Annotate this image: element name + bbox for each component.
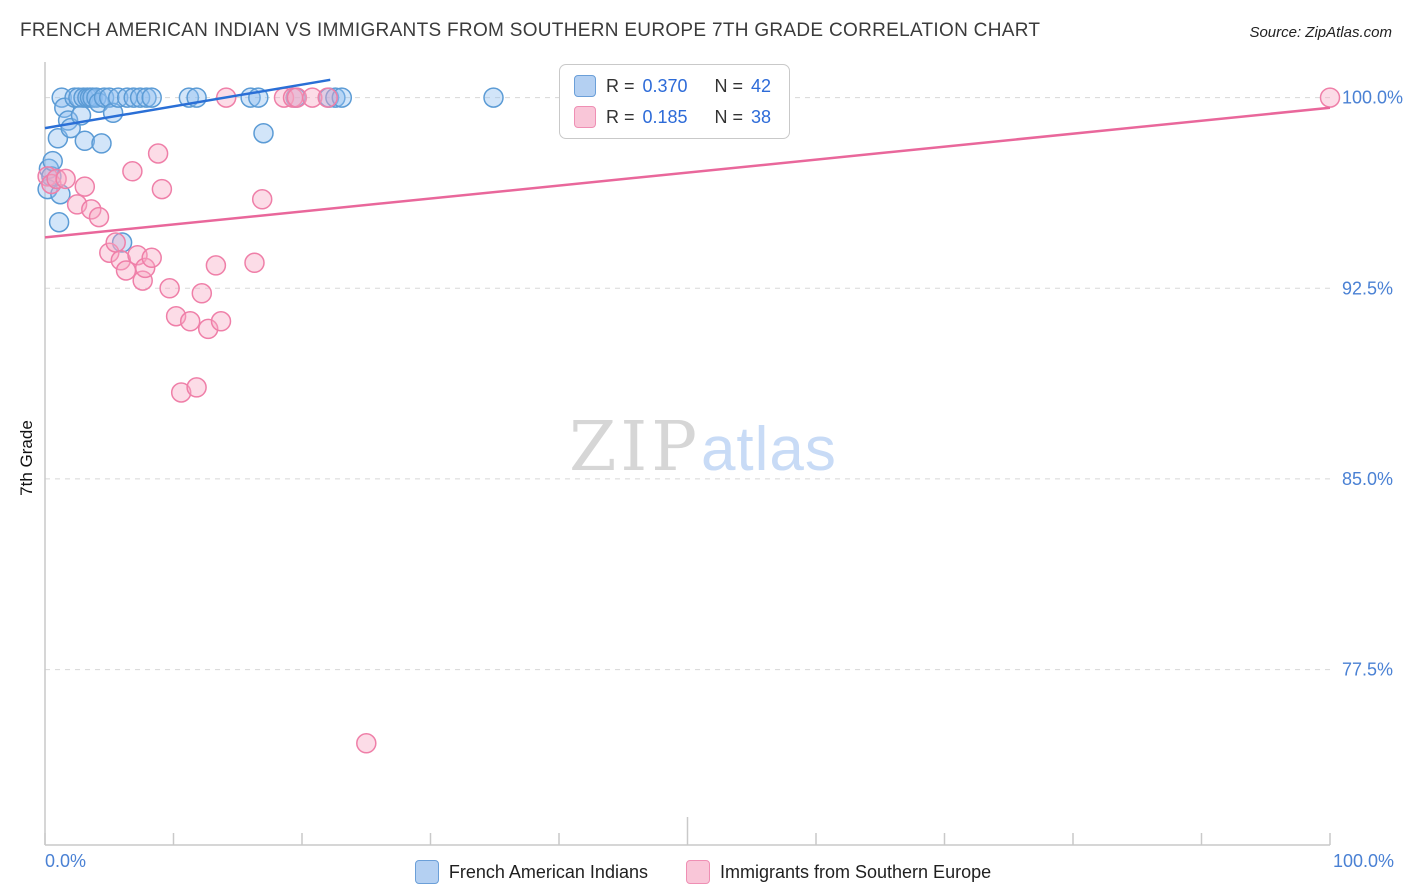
- svg-text:92.5%: 92.5%: [1342, 278, 1393, 298]
- pink-legend-swatch: [685, 860, 710, 884]
- legend-item-immigrants-southern-europe: Immigrants from Southern Europe: [685, 860, 992, 884]
- source-attribution: Source: ZipAtlas.com: [1249, 24, 1392, 41]
- r-value: 0.185: [642, 106, 688, 127]
- stats-row-blue: R = 0.370 N = 42: [574, 75, 771, 97]
- legend-label: Immigrants from Southern Europe: [719, 861, 992, 882]
- svg-text:77.5%: 77.5%: [1342, 660, 1393, 680]
- stats-row-pink: R = 0.185 N = 38: [574, 106, 771, 128]
- r-label: R =: [606, 106, 635, 127]
- legend-item-french-american-indians: French American Indians: [414, 860, 648, 884]
- page-title: FRENCH AMERICAN INDIAN VS IMMIGRANTS FRO…: [20, 20, 1041, 41]
- pink-series-swatch: [574, 106, 596, 128]
- series-legend: French American Indians Immigrants from …: [0, 860, 1406, 884]
- r-value: 0.370: [642, 75, 688, 96]
- n-label: N =: [714, 75, 744, 96]
- blue-legend-swatch: [414, 860, 439, 884]
- legend-label: French American Indians: [448, 861, 648, 882]
- svg-text:85.0%: 85.0%: [1342, 469, 1393, 489]
- r-label: R =: [606, 75, 635, 96]
- x-axis-min-label: 0.0%: [45, 851, 87, 871]
- stats-legend-box: R = 0.370 N = 42 R = 0.185 N = 38: [559, 64, 791, 139]
- n-value: 42: [751, 75, 772, 96]
- x-axis-max-label: 100.0%: [1332, 851, 1394, 871]
- svg-text:100.0%: 100.0%: [1342, 88, 1403, 108]
- blue-series-swatch: [574, 75, 596, 97]
- n-value: 38: [751, 106, 772, 127]
- n-label: N =: [714, 106, 744, 127]
